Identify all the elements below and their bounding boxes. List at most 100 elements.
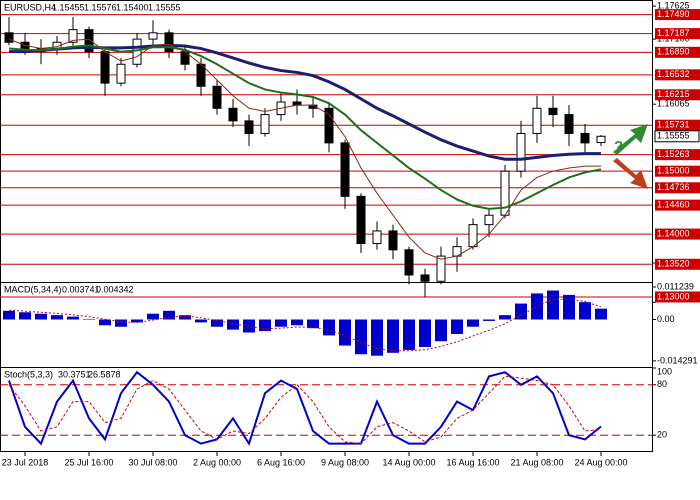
macd-bar xyxy=(83,319,95,320)
macd-bar xyxy=(547,290,559,320)
layers xyxy=(0,14,653,446)
candle-body xyxy=(84,29,94,53)
macd-bar xyxy=(163,310,175,320)
macd-bar xyxy=(531,293,543,320)
level-label: 1.13520 xyxy=(657,259,690,269)
symbol: EURUSD,H4 xyxy=(4,2,56,12)
y-tick-label: 1.17625 xyxy=(657,0,690,10)
macd-bar xyxy=(51,315,63,320)
macd-bar xyxy=(195,319,207,323)
level-label-box xyxy=(655,9,700,21)
macd-bar xyxy=(435,319,447,342)
candle-body xyxy=(516,132,526,172)
level-label: 1.16890 xyxy=(657,47,690,57)
x-tick-label: 6 Aug 16:00 xyxy=(257,457,305,467)
series-line xyxy=(9,43,601,161)
level-label: 1.14460 xyxy=(657,200,690,210)
candle-body xyxy=(244,120,254,134)
price-box xyxy=(654,130,700,143)
candle-body xyxy=(116,63,126,84)
level-label-box xyxy=(655,182,700,194)
level-label-box xyxy=(655,119,700,131)
candle-body xyxy=(148,32,158,40)
level-label-box xyxy=(655,258,700,270)
candle-body xyxy=(596,135,606,144)
macd-bar xyxy=(19,312,31,320)
stoch-title: Stoch(5,3,3) xyxy=(4,369,53,379)
candle-body xyxy=(100,51,110,84)
macd-bar xyxy=(355,319,367,355)
stoch-d: 26.5878 xyxy=(88,369,121,379)
macd-bar xyxy=(67,316,79,320)
ohlc-high: 1.15576 xyxy=(84,2,117,12)
macd-bar xyxy=(35,313,47,320)
x-tick-label: 25 Jul 16:00 xyxy=(64,457,113,467)
macd-bar xyxy=(243,319,255,333)
level-label: 1.14000 xyxy=(657,228,690,238)
candle-body xyxy=(484,214,494,226)
macd-bar xyxy=(147,313,159,320)
x-tick-label: 16 Aug 16:00 xyxy=(446,457,499,467)
macd-bar xyxy=(499,315,511,320)
forecast-arrows: ? xyxy=(613,124,648,189)
macd-bar xyxy=(419,319,431,348)
macd-bar xyxy=(323,319,335,336)
candle-body xyxy=(564,114,574,134)
x-tick-label: 2 Aug 00:00 xyxy=(193,457,241,467)
level-label-box xyxy=(655,46,700,58)
candle-body xyxy=(324,107,334,144)
level-label-box xyxy=(655,165,700,177)
candle-body xyxy=(4,32,14,43)
level-label: 1.17490 xyxy=(657,9,690,19)
series-line xyxy=(8,44,602,210)
y-tick-label: 100 xyxy=(657,366,672,376)
macd-bar xyxy=(291,319,303,326)
candle-body xyxy=(580,132,590,144)
x-tick-label: 14 Aug 00:00 xyxy=(382,457,435,467)
y-tick-label: 20 xyxy=(657,430,667,440)
macd-bar xyxy=(3,310,15,320)
macd-bar xyxy=(227,319,239,330)
macd-bar xyxy=(403,319,415,350)
y-tick-label: 80 xyxy=(657,379,667,389)
level-label-box xyxy=(655,149,700,161)
stoch-k: 30.3751 xyxy=(58,369,91,379)
price-label: 1.15555 xyxy=(657,131,690,141)
ohlc-low: 1.15400 xyxy=(116,2,149,12)
x-tick-label: 9 Aug 08:00 xyxy=(321,457,369,467)
y-tick-label: 0.011239 xyxy=(657,281,694,291)
ohlc-close: 1.15555 xyxy=(148,2,181,12)
candle-body xyxy=(164,32,174,53)
ohlc-open: 1.15455 xyxy=(52,2,85,12)
candle-body xyxy=(532,107,542,134)
question-mark: ? xyxy=(614,138,623,155)
level-label: 1.14736 xyxy=(657,182,690,192)
candle-body xyxy=(468,224,478,248)
plot-frame xyxy=(0,0,653,452)
macd-value: 0.003741 xyxy=(62,284,100,294)
level-label: 1.13000 xyxy=(657,291,690,301)
y-tick-label: 1.16065 xyxy=(657,99,690,109)
macd-title: MACD(5,34,4) xyxy=(4,284,62,294)
macd-bar xyxy=(467,319,479,327)
macd-bar xyxy=(579,302,591,320)
level-label: 1.16215 xyxy=(657,89,690,99)
macd-bar xyxy=(451,319,463,334)
candle-body xyxy=(132,38,142,65)
candle-body xyxy=(228,107,238,122)
level-label-box xyxy=(655,89,700,101)
level-label-box xyxy=(655,199,700,211)
candle-body xyxy=(340,142,350,197)
level-label: 1.15000 xyxy=(657,166,690,176)
candle-body xyxy=(420,274,430,282)
x-tick-label: 24 Aug 00:00 xyxy=(574,457,627,467)
macd-bar xyxy=(515,303,527,320)
macd-bar xyxy=(115,319,127,327)
series-line xyxy=(8,38,601,260)
down-arrow xyxy=(613,158,648,189)
level-label-box xyxy=(655,228,700,240)
candle-body xyxy=(68,29,78,43)
level-label-box xyxy=(655,291,700,303)
